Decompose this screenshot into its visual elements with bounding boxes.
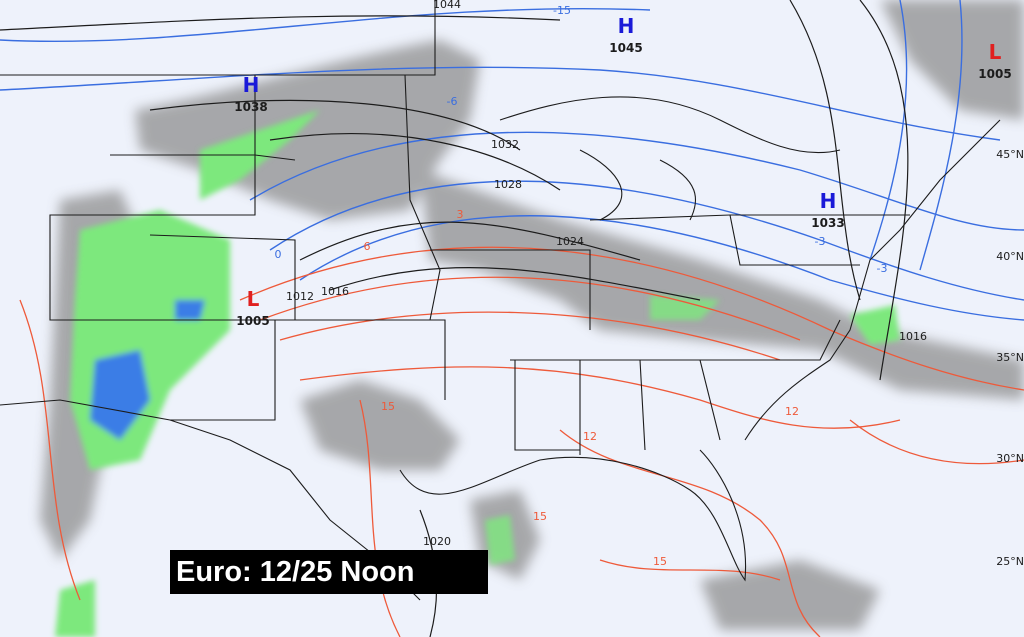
state-boundaries [0,0,1001,601]
isobar-label: 1016 [899,330,927,343]
latitude-label: 25°N [996,555,1024,568]
isotherm-label: 12 [583,430,597,443]
central-pressure-label: 1005 [978,67,1011,81]
isotherm-label: 12 [785,405,799,418]
isotherm-label: 15 [533,510,547,523]
isobar-label: 1024 [556,235,584,248]
map-caption: Euro: 12/25 Noon [170,550,488,594]
isobar-label: 1012 [286,290,314,303]
cold-isotherms [0,0,1024,321]
latitude-label: 30°N [996,452,1024,465]
isobar-label: 1028 [494,178,522,191]
isotherm-label: 15 [381,400,395,413]
isotherm-label: 0 [275,248,282,261]
isobars [0,0,909,637]
isotherm-label: -3 [877,262,888,275]
warm-isotherms [19,246,1024,637]
isobar-label: 1016 [321,285,349,298]
high-pressure-symbol: H [243,73,260,97]
isotherm-label: 6 [364,240,371,253]
rain-shading [55,110,900,637]
central-pressure-label: 1033 [811,216,844,230]
high-pressure-symbol: H [820,189,837,213]
isotherm-label: 3 [457,208,464,221]
latitude-label: 35°N [996,351,1024,364]
isobar-label: 1020 [423,535,451,548]
latitude-label: 45°N [996,148,1024,161]
central-pressure-label: 1038 [234,100,267,114]
high-pressure-symbol: H [618,14,635,38]
central-pressure-label: 1005 [236,314,269,328]
isotherm-label: 15 [653,555,667,568]
isotherm-label: -3 [815,235,826,248]
isotherm-label: -15 [553,4,571,17]
central-pressure-label: 1045 [609,41,642,55]
low-pressure-symbol: L [989,40,1002,64]
low-pressure-symbol: L [247,287,260,311]
isotherm-label: -6 [447,95,458,108]
latitude-label: 40°N [996,250,1024,263]
isobar-label: 1032 [491,138,519,151]
isobar-label: 1044 [433,0,461,11]
